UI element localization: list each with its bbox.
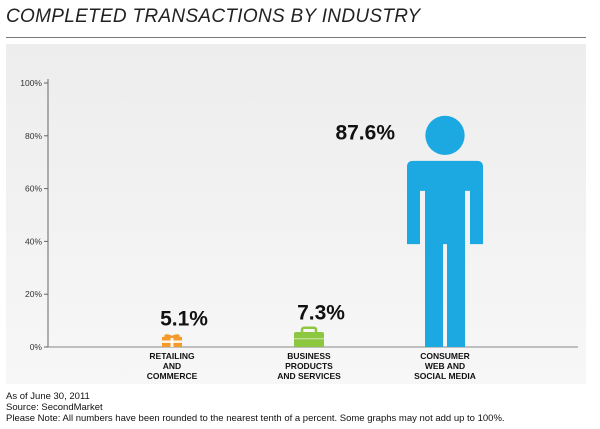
chart-title: COMPLETED TRANSACTIONS BY INDUSTRY (6, 6, 421, 27)
y-tick-label: 100% (20, 78, 42, 88)
y-tick-label: 60% (25, 184, 42, 194)
person-icon (407, 115, 483, 347)
category-label: SOCIAL MEDIA (414, 371, 476, 381)
note-disclaimer: Please Note: All numbers have been round… (6, 413, 505, 424)
category-label: AND SERVICES (277, 371, 341, 381)
data-label: 7.3% (297, 302, 345, 325)
category-label: WEB AND (425, 361, 465, 371)
gift-icon (162, 334, 182, 347)
chart-panel: 0% 20% 40% 60% 80% 100% 5.1% RETAILING AND COMMER… (6, 44, 586, 384)
y-tick-label: 0% (30, 342, 43, 352)
category-label: BUSINESS (287, 351, 331, 361)
y-tick-label: 40% (25, 236, 42, 246)
y-tick-label: 80% (25, 131, 42, 141)
category-label: RETAILING (149, 351, 195, 361)
chart-svg: 0% 20% 40% 60% 80% 100% 5.1% RETAILINGANDCOMMER… (20, 78, 578, 381)
category-label: PRODUCTS (285, 361, 333, 371)
category-label: COMMERCE (147, 371, 198, 381)
y-tick-label: 20% (25, 289, 42, 299)
note-source: Source: SecondMarket (6, 402, 103, 413)
category-label: AND (163, 361, 181, 371)
data-label: 5.1% (160, 308, 208, 331)
title-divider (6, 37, 586, 38)
data-label: 87.6% (335, 122, 395, 145)
category-label: CONSUMER (420, 351, 470, 361)
chart-notes: As of June 30, 2011 Source: SecondMarket… (6, 391, 505, 424)
note-date: As of June 30, 2011 (6, 391, 90, 402)
briefcase-icon (294, 326, 324, 347)
